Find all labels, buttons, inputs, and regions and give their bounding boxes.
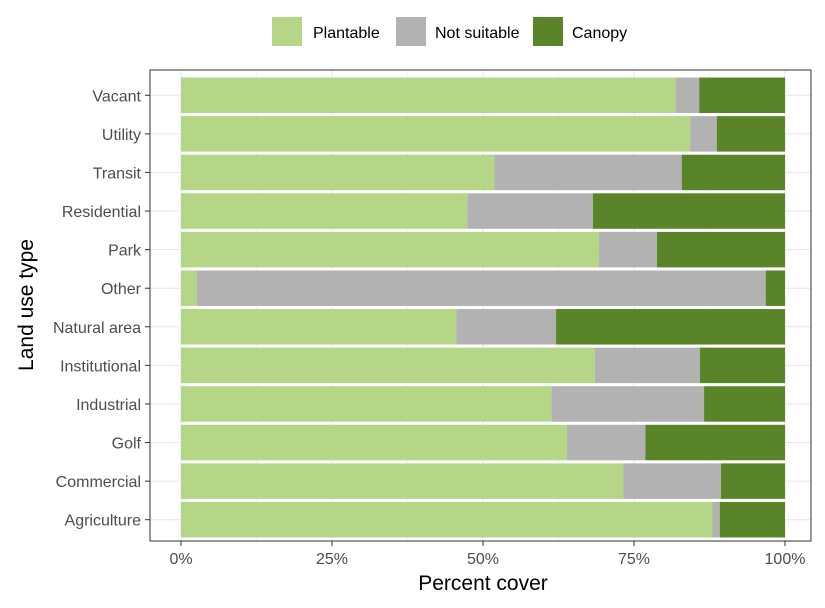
bar-utility-plantable <box>181 116 691 152</box>
x-tick-label: 50% <box>467 551 499 568</box>
y-tick-label: Transit <box>93 165 142 182</box>
x-axis: 0% 25% 50% 75% 100% <box>169 541 805 568</box>
bar-agriculture-plantable <box>181 501 713 538</box>
y-axis: Agriculture Commercial Golf Industrial Insti… <box>53 88 150 530</box>
legend-label-not-suitable: Not suitable <box>435 25 520 42</box>
y-tick-label: Natural area <box>53 320 141 337</box>
bars <box>181 77 785 538</box>
bar-industrial-canopy <box>704 386 785 422</box>
bar-other-canopy <box>765 270 785 306</box>
bar-park-plantable <box>181 231 599 268</box>
bar-transit-plantable <box>181 154 495 191</box>
bar-residential-canopy <box>592 193 785 229</box>
bar-golf-plantable <box>181 424 567 461</box>
y-tick-label: Institutional <box>60 358 141 375</box>
x-tick-label: 75% <box>618 551 650 568</box>
bar-vacant-plantable <box>181 77 676 114</box>
x-tick-label: 0% <box>169 551 192 568</box>
bar-natural-area-canopy <box>556 309 785 345</box>
y-tick-label: Commercial <box>56 474 141 491</box>
bar-commercial-plantable <box>181 463 624 499</box>
bar-agriculture-not-suitable <box>712 501 720 538</box>
legend-key-canopy <box>533 17 563 46</box>
bar-commercial-not-suitable <box>623 463 721 499</box>
bar-residential-plantable <box>181 193 468 229</box>
bar-natural-area-not-suitable <box>456 309 557 345</box>
bar-vacant-not-suitable <box>675 77 700 114</box>
bar-park-canopy <box>656 231 785 268</box>
bar-golf-canopy <box>645 424 785 461</box>
bar-institutional-not-suitable <box>594 347 700 384</box>
y-tick-label: Golf <box>112 436 142 453</box>
legend-label-plantable: Plantable <box>313 25 380 42</box>
legend-key-not-suitable <box>396 17 426 46</box>
y-tick-label: Utility <box>102 127 141 144</box>
bar-industrial-not-suitable <box>551 386 705 422</box>
bar-institutional-plantable <box>181 347 595 384</box>
x-axis-title: Percent cover <box>418 572 548 595</box>
legend-key-plantable <box>272 17 302 46</box>
bar-commercial-canopy <box>720 463 785 499</box>
bar-residential-not-suitable <box>467 193 593 229</box>
bar-industrial-plantable <box>181 386 552 422</box>
y-tick-label: Vacant <box>92 88 141 105</box>
y-tick-label: Industrial <box>76 397 141 414</box>
plot-panel-border <box>149 69 812 542</box>
bar-transit-canopy <box>681 154 785 191</box>
legend: Plantable Not suitable Canopy <box>272 17 627 46</box>
bar-utility-not-suitable <box>690 116 717 152</box>
bar-institutional-canopy <box>699 347 785 384</box>
legend-label-canopy: Canopy <box>572 25 627 42</box>
x-tick-label: 100% <box>765 551 806 568</box>
bar-park-not-suitable <box>598 231 657 268</box>
bar-utility-canopy <box>716 116 785 152</box>
y-tick-label: Park <box>108 243 142 260</box>
bar-other-not-suitable <box>196 270 766 306</box>
bar-other-plantable <box>181 270 197 306</box>
x-tick-label: 25% <box>316 551 348 568</box>
y-axis-title: Land use type <box>15 239 38 371</box>
bar-transit-not-suitable <box>494 154 682 191</box>
bar-vacant-canopy <box>699 77 785 114</box>
bar-natural-area-plantable <box>181 309 457 345</box>
y-tick-label: Other <box>101 281 142 298</box>
y-tick-label: Residential <box>62 204 141 221</box>
y-tick-label: Agriculture <box>65 513 142 530</box>
bar-agriculture-canopy <box>719 501 785 538</box>
bar-golf-not-suitable <box>566 424 646 461</box>
